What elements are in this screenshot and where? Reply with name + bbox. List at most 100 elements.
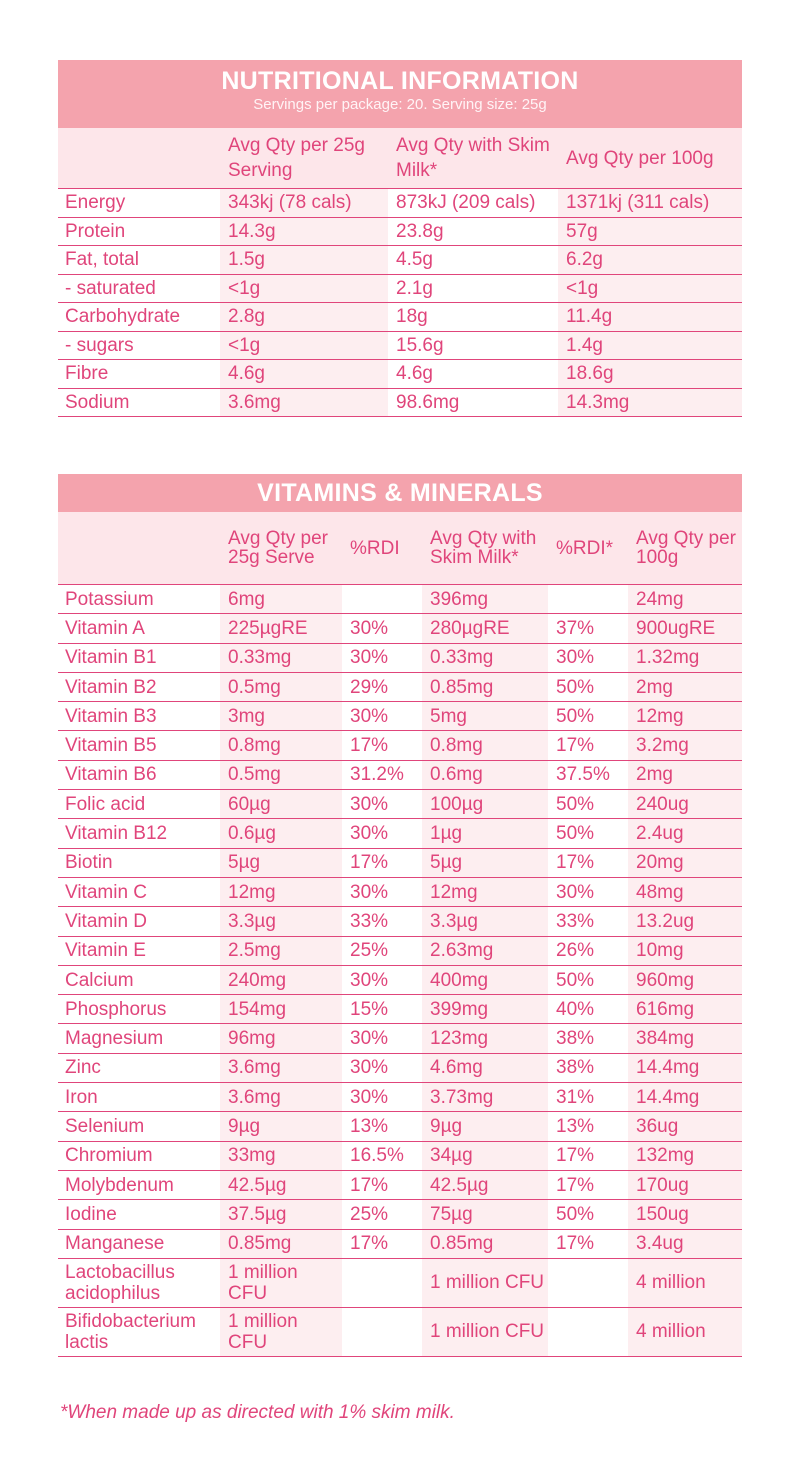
nutrient-name: Iodine: [58, 1199, 220, 1230]
table-row: - sugars <1g 15.6g 1.4g: [58, 331, 742, 360]
nutrient-value: 100µg: [422, 789, 548, 820]
nutrient-value: 33%: [342, 906, 422, 937]
column-header: Avg Qty per 100g: [628, 512, 742, 585]
nutrient-value: 17%: [342, 1229, 422, 1259]
nutrient-value: 38%: [548, 1053, 628, 1084]
nutrient-value: 2.5mg: [220, 936, 342, 966]
nutrient-value: 75µg: [422, 1199, 548, 1230]
table-row: Vitamin B3 3mg 30% 5mg 50% 12mg: [58, 701, 742, 732]
nutrient-value: 2mg: [628, 672, 742, 703]
nutrient-value: 4.6g: [220, 359, 388, 389]
footnote: *When made up as directed with 1% skim m…: [60, 1402, 455, 1423]
nutrient-value: 5µg: [220, 848, 342, 878]
nutrition-table: Avg Qty per 25g Serving Avg Qty with Skim…: [58, 128, 742, 417]
table-row: Vitamin D 3.3µg 33% 3.3µg 33% 13.2ug: [58, 906, 742, 937]
nutrient-value: 33%: [548, 906, 628, 937]
table-row: Bifidobacterium lactis 1 million CFU 1 mil…: [58, 1307, 742, 1357]
nutrient-name: Vitamin B5: [58, 730, 220, 761]
nutrient-value: 25%: [342, 936, 422, 966]
nutrient-name: Potassium: [58, 584, 220, 615]
nutrient-value: 4.6g: [388, 359, 558, 389]
nutrient-value: <1g: [220, 331, 388, 360]
vitamins-header: VITAMINS & MINERALS: [58, 474, 742, 512]
table-row: Chromium 33mg 16.5% 34µg 17% 132mg: [58, 1141, 742, 1171]
nutrient-value: 15.6g: [388, 331, 558, 360]
nutrient-value: 30%: [342, 1023, 422, 1054]
nutrient-value: 9µg: [422, 1111, 548, 1142]
nutrient-value: 57g: [558, 217, 742, 246]
table-row: Manganese 0.85mg 17% 0.85mg 17% 3.4ug: [58, 1229, 742, 1259]
column-header: Avg Qty per 100g: [558, 128, 742, 189]
nutrient-value: [342, 584, 422, 615]
nutrient-value: 280µgRE: [422, 613, 548, 644]
nutrient-value: 38%: [548, 1023, 628, 1054]
nutrient-value: 1 million CFU: [220, 1307, 342, 1357]
nutrient-value: 9µg: [220, 1111, 342, 1142]
table-row: Vitamin B2 0.5mg 29% 0.85mg 50% 2mg: [58, 672, 742, 703]
nutrient-value: 13%: [548, 1111, 628, 1142]
table-row: Potassium 6mg 396mg 24mg: [58, 584, 742, 615]
nutrient-value: 400mg: [422, 965, 548, 996]
nutrient-value: 10mg: [628, 936, 742, 966]
nutrient-value: 0.8mg: [220, 730, 342, 761]
nutrient-name: Biotin: [58, 848, 220, 878]
nutrient-value: 2.63mg: [422, 936, 548, 966]
nutrient-value: 40%: [548, 994, 628, 1025]
nutrient-value: 6mg: [220, 584, 342, 615]
nutrient-value: 0.6µg: [220, 818, 342, 849]
nutrient-value: 50%: [548, 818, 628, 849]
nutrient-value: 31.2%: [342, 760, 422, 791]
table-row: Vitamin B12 0.6µg 30% 1µg 50% 2.4ug: [58, 818, 742, 849]
nutrient-value: 873kJ (209 cals): [388, 188, 558, 218]
nutrient-value: 42.5µg: [422, 1170, 548, 1201]
nutrient-value: 50%: [548, 789, 628, 820]
nutrient-value: 50%: [548, 701, 628, 732]
nutrient-name: Manganese: [58, 1229, 220, 1259]
nutrient-value: <1g: [220, 274, 388, 303]
column-header: %RDI: [342, 512, 422, 585]
table-row: Sodium 3.6mg 98.6mg 14.3mg: [58, 388, 742, 417]
nutrient-value: 1371kj (311 cals): [558, 188, 742, 218]
table-row: Molybdenum 42.5µg 17% 42.5µg 17% 170ug: [58, 1170, 742, 1201]
nutrient-value: 3.6mg: [220, 1082, 342, 1113]
column-header: Avg Qty with Skim Milk*: [422, 512, 548, 585]
nutrient-value: 20mg: [628, 848, 742, 878]
nutrient-value: 26%: [548, 936, 628, 966]
table-row: Fibre 4.6g 4.6g 18.6g: [58, 359, 742, 389]
nutrient-value: 60µg: [220, 789, 342, 820]
nutrient-value: 3.3µg: [422, 906, 548, 937]
nutrient-value: 13%: [342, 1111, 422, 1142]
nutrient-value: 4.6mg: [422, 1053, 548, 1084]
nutrient-value: 18g: [388, 302, 558, 332]
nutrient-value: 30%: [342, 1082, 422, 1113]
table-row: Carbohydrate 2.8g 18g 11.4g: [58, 302, 742, 332]
nutrient-value: 14.3g: [220, 217, 388, 246]
nutrient-name: Selenium: [58, 1111, 220, 1142]
nutrient-value: 150ug: [628, 1199, 742, 1230]
table-row: Calcium 240mg 30% 400mg 50% 960mg: [58, 965, 742, 996]
nutrient-value: 16.5%: [342, 1141, 422, 1171]
table-row: Vitamin E 2.5mg 25% 2.63mg 26% 10mg: [58, 936, 742, 966]
nutrient-name: Fibre: [58, 359, 220, 389]
nutrient-value: 1 million CFU: [422, 1258, 548, 1308]
nutrient-value: 30%: [342, 877, 422, 908]
nutrient-value: 98.6mg: [388, 388, 558, 417]
nutrient-value: 34µg: [422, 1141, 548, 1171]
column-header: Avg Qty per 25g Serving: [220, 128, 388, 189]
nutrient-value: 36ug: [628, 1111, 742, 1142]
nutrient-value: 30%: [342, 643, 422, 673]
column-header: Avg Qty per 25g Serve: [220, 512, 342, 585]
table-header-row: Avg Qty per 25g Serving Avg Qty with Skim…: [58, 128, 742, 189]
nutrient-value: 12mg: [220, 877, 342, 908]
nutrient-value: 384mg: [628, 1023, 742, 1054]
nutrient-value: 17%: [548, 848, 628, 878]
nutrient-name: Fat, total: [58, 245, 220, 275]
nutrient-value: 2.1g: [388, 274, 558, 303]
nutrient-value: 2mg: [628, 760, 742, 791]
nutrient-name: Vitamin A: [58, 613, 220, 644]
table-header-row: Avg Qty per 25g Serve %RDI Avg Qty with Sk…: [58, 512, 742, 585]
nutrient-value: 17%: [548, 1170, 628, 1201]
table-row: Fat, total 1.5g 4.5g 6.2g: [58, 245, 742, 275]
table-row: Protein 14.3g 23.8g 57g: [58, 217, 742, 246]
nutrient-value: 11.4g: [558, 302, 742, 332]
